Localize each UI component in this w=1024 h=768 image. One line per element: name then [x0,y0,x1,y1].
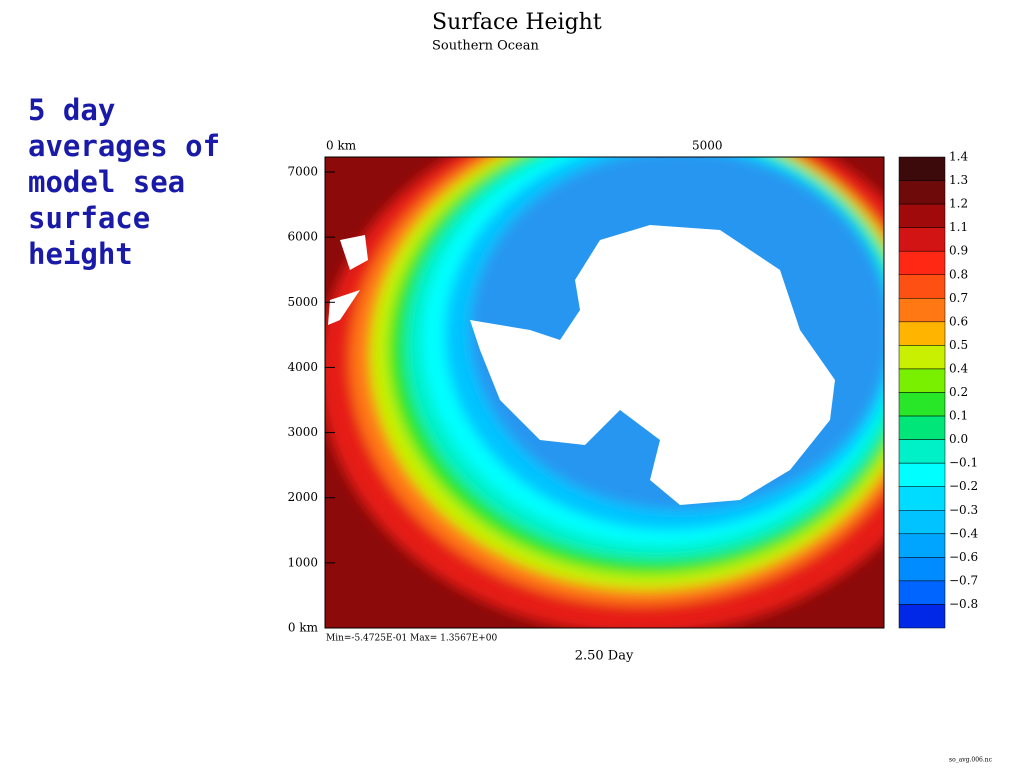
colorbar-segment [898,321,946,346]
title: Surface Height [432,10,602,35]
colorbar-label: −0.2 [949,479,978,493]
colorbar-segment [898,580,946,605]
colorbar-label: 0.1 [949,409,968,423]
colorbar-segment [898,486,946,511]
y-tick-label: 3000 [287,425,318,439]
colorbar-label: −0.1 [949,456,978,470]
colorbar-segment [898,604,946,629]
plot-frame [324,156,885,629]
colorbar-segment [898,439,946,464]
colorbar-segment [898,156,946,181]
y-tick-label: 4000 [287,360,318,374]
y-tick-label: 5000 [287,295,318,309]
y-tick-label: 7000 [287,165,318,179]
antarctica [470,225,835,505]
colorbar-segment [898,368,946,393]
colorbar-segment [898,227,946,252]
colorbar-segment [898,415,946,440]
time-label: 2.50 Day [575,649,634,664]
colorbar-segment [898,392,946,417]
colorbar-label: −0.3 [949,503,978,517]
colorbar-segment [898,274,946,299]
colorbar-label: 1.4 [949,150,968,164]
colorbar: 1.4 1.3 1.2 1.1 0.9 0.8 0.7 0.6 0.5 0.4 0.2 0.1 0.0 −… [898,150,979,629]
colorbar-label: −0.4 [949,526,979,540]
colorbar-segment [898,345,946,370]
ticks: 0 km 5000 7000 6000 5000 4000 3000 2000 1000 0 km [287,139,722,635]
colorbar-segment [898,510,946,535]
range-note: Min=-5.4725E-01 Max= 1.3567E+00 [326,634,497,644]
colorbar-segment [898,180,946,205]
colorbar-label: 0.0 [949,432,968,446]
colorbar-segment [898,533,946,558]
x-tick-label: 5000 [692,139,723,153]
colorbar-label: 0.9 [949,244,968,258]
map [325,157,884,628]
colorbar-segment [898,298,946,323]
colorbar-label: 0.7 [949,291,968,305]
footer: so_avg.006.nc [949,757,993,764]
colorbar-label: 0.6 [949,314,968,328]
colorbar-label: 0.4 [949,361,968,375]
colorbar-label: 1.2 [949,197,968,211]
colorbar-segment [898,557,946,582]
subtitle: Southern Ocean [432,39,539,54]
colorbar-segment [898,203,946,228]
colorbar-label: 0.5 [949,338,968,352]
colorbar-label: 0.8 [949,267,968,281]
y-tick-label: 2000 [287,490,318,504]
colorbar-label: −0.7 [949,573,978,587]
colorbar-segment [898,250,946,275]
side-text: 5 day averages of model sea surface heig… [28,93,221,271]
colorbar-segment [898,462,946,487]
colorbar-label: −0.6 [949,550,978,564]
colorbar-label: 0.2 [949,385,968,399]
colorbar-label: 1.3 [949,173,968,187]
y-tick-label: 6000 [287,230,318,244]
colorbar-label: 1.1 [949,220,968,234]
y-tick-label: 0 km [288,621,319,635]
colorbar-label: −0.8 [949,597,978,611]
y-tick-label: 1000 [287,555,318,569]
x-tick-label: 0 km [326,139,357,153]
